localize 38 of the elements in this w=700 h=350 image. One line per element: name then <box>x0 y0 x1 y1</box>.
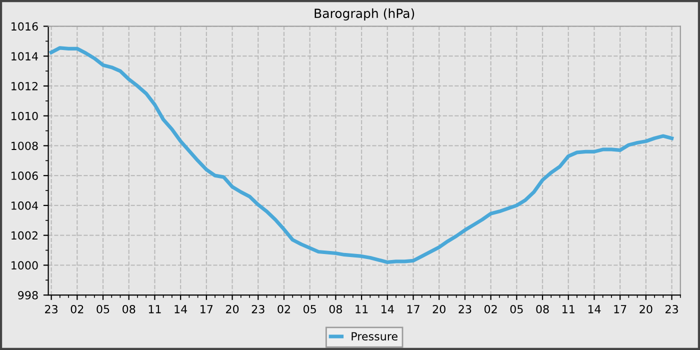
x-tick-label: 14 <box>174 305 188 314</box>
y-tick-label: 1002 <box>12 231 38 240</box>
x-tick-label: 05 <box>96 304 110 314</box>
x-tick-label: 23 <box>252 304 264 314</box>
x-tick-label: 17 <box>614 305 626 314</box>
y-tick-label: 1000 <box>12 261 38 270</box>
x-tick-label: 20 <box>226 304 239 314</box>
x-tick-label: 17 <box>407 305 420 314</box>
y-tick-label: 1012 <box>12 82 38 90</box>
x-tick-label: 02 <box>484 304 497 314</box>
x-tick-label: 17 <box>200 305 213 314</box>
y-tick-label: 1014 <box>12 52 38 60</box>
x-tick-label: 11 <box>148 305 161 314</box>
x-tick-label: 05 <box>304 304 316 314</box>
x-tick-label: 14 <box>588 305 601 314</box>
y-tick-label: 1008 <box>12 142 38 150</box>
x-tick-label: 11 <box>562 305 574 314</box>
y-tick-label: 1006 <box>12 172 38 180</box>
legend-label: Pressure <box>352 332 398 341</box>
y-tick-label: 1016 <box>12 22 38 31</box>
x-tick-label: 08 <box>122 304 136 314</box>
x-tick-label: 02 <box>278 304 290 314</box>
x-tick-label: 20 <box>640 304 652 314</box>
line-series <box>50 46 674 264</box>
x-tick-label: 23 <box>45 304 58 314</box>
y-tick-label: 998 <box>18 291 38 300</box>
x-tick-label: 05 <box>510 304 523 314</box>
y-tick-label: 1010 <box>12 112 38 120</box>
x-tick-label: 08 <box>536 304 549 314</box>
x-tick-label: 23 <box>458 304 472 314</box>
x-tick-label: 08 <box>329 304 342 314</box>
x-tick-label: 11 <box>356 305 368 314</box>
x-tick-label: 23 <box>666 304 678 314</box>
x-tick-label: 14 <box>382 305 394 314</box>
x-tick-label: 20 <box>432 304 446 314</box>
chart-title: Barograph (hPa) <box>314 8 414 21</box>
x-tick-label: 02 <box>70 304 84 314</box>
y-tick-label: 1004 <box>12 201 38 210</box>
